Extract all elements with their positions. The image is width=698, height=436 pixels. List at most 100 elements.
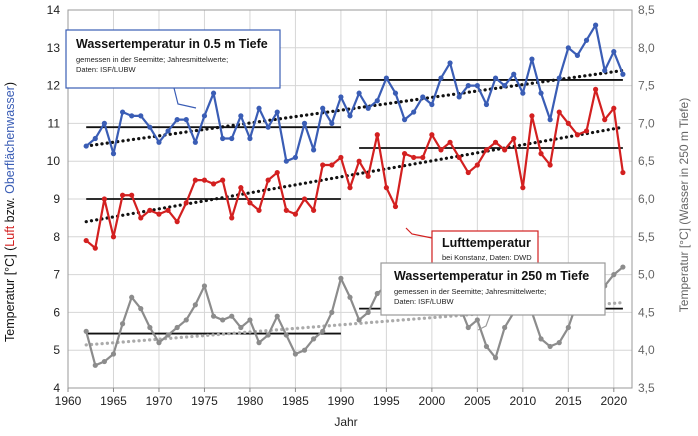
y-left-tick-label-8: 12	[47, 79, 61, 93]
deep-point-1965	[110, 351, 117, 357]
surface-point-2018	[593, 22, 599, 28]
air-point-1985	[292, 211, 299, 217]
air-point-2016	[574, 132, 581, 138]
y-right-tick-label-1: 4,0	[638, 343, 655, 357]
y-axis-left: 4 5 6 7 8 9 10 11 12 13 14	[47, 3, 61, 395]
air-point-1994	[374, 132, 380, 138]
y-right-tick-label-0: 3,5	[638, 381, 655, 395]
deep-point-2013	[547, 343, 553, 350]
deep-point-1982	[265, 332, 271, 338]
y-left-tick-label-9: 13	[47, 41, 61, 55]
deep-point-2014	[556, 340, 562, 346]
x-tick-label-2: 1970	[146, 394, 173, 408]
y-right-tick-label-9: 8,0	[638, 41, 655, 55]
deep-point-1969	[147, 324, 153, 331]
x-axis-label: Jahr	[334, 415, 357, 429]
air-point-1998	[411, 154, 417, 161]
air-series	[83, 86, 626, 251]
surface-point-2013	[547, 117, 553, 123]
deep-point-1974	[192, 302, 198, 308]
deep-point-1986	[301, 347, 308, 353]
surface-point-1995	[383, 75, 389, 81]
deep-point-2006	[483, 343, 490, 350]
air-point-1974	[192, 177, 198, 183]
air-point-1966	[119, 192, 126, 198]
x-tick-label-1: 1965	[100, 394, 127, 408]
air-point-2000	[429, 132, 435, 138]
surface-annotation-line-1: gemessen in der Seemitte; Jahresmittelwe…	[76, 55, 228, 64]
surface-annotation-leader	[173, 87, 197, 109]
deep-point-1973	[183, 317, 189, 323]
air-point-1982	[265, 177, 271, 183]
air-point-2001	[438, 147, 444, 153]
surface-point-1989	[329, 120, 335, 126]
air-point-2010	[520, 185, 526, 191]
y-left-tick-label-0: 4	[53, 381, 60, 395]
deep-point-2008	[502, 324, 508, 331]
air-line	[85, 88, 624, 250]
surface-point-1977	[220, 135, 226, 142]
deep-point-2015	[565, 324, 571, 331]
x-axis: 1960 1965 1970 1975 1980 1985 1990 1995 2000 2005…	[55, 388, 627, 408]
air-point-1997	[401, 151, 408, 157]
surface-point-1999	[420, 94, 426, 100]
y-left-tick-label-3: 7	[53, 268, 60, 282]
surface-point-1976	[210, 90, 217, 96]
deep-point-2005	[474, 317, 480, 323]
air-point-2008	[502, 147, 508, 153]
surface-point-1984	[283, 158, 289, 164]
air-point-1981	[256, 207, 262, 213]
deep-point-1967	[129, 294, 135, 300]
air-point-1969	[147, 207, 153, 213]
y-left-tick-label-5: 9	[53, 192, 60, 206]
y-right-tick-label-2: 4,5	[638, 305, 655, 319]
surface-point-2016	[574, 52, 581, 58]
deep-annotation-leader	[477, 314, 491, 331]
deep-point-1989	[329, 309, 335, 315]
surface-point-2007	[492, 75, 499, 81]
surface-point-1965	[110, 151, 117, 157]
y-left-tick-label-7: 11	[48, 116, 61, 130]
deep-point-1964	[101, 358, 107, 365]
air-point-1965	[110, 234, 117, 240]
surface-point-2019	[602, 67, 608, 74]
air-point-1976	[210, 181, 217, 187]
air-point-1964	[101, 196, 107, 202]
surface-point-1991	[347, 113, 353, 119]
air-point-1975	[201, 177, 208, 183]
y-right-tick-label-6: 6,5	[638, 154, 655, 168]
surface-point-2010	[520, 90, 526, 96]
air-point-2014	[556, 109, 562, 115]
y-left-tick-label-6: 10	[47, 154, 61, 168]
surface-point-1996	[392, 90, 399, 96]
y-left-tick-label-2: 6	[53, 305, 60, 319]
surface-point-1968	[138, 113, 144, 119]
air-point-2012	[538, 151, 544, 157]
x-tick-label-12: 2020	[600, 394, 627, 408]
y-left-tick-label-4: 8	[53, 230, 60, 244]
air-point-2006	[483, 147, 490, 153]
surface-point-1963	[92, 135, 98, 142]
x-tick-label-4: 1980	[237, 394, 264, 408]
surface-point-1962	[83, 143, 89, 149]
air-point-2005	[474, 162, 480, 168]
air-annotation-title: Lufttemperatur	[442, 236, 531, 250]
air-point-2015	[565, 120, 571, 126]
air-point-1968	[138, 215, 144, 221]
air-point-2003	[456, 154, 462, 161]
surface-point-1966	[119, 109, 126, 115]
surface-point-2003	[456, 94, 462, 100]
air-point-2013	[547, 162, 553, 168]
deep-annotation-title: Wassertemperatur in 250 m Tiefe	[394, 269, 589, 283]
air-annotation-line-1: bei Konstanz, Daten: DWD	[442, 253, 532, 262]
surface-point-1997	[401, 117, 408, 123]
deep-point-1976	[210, 313, 217, 319]
surface-point-2004	[465, 83, 471, 89]
deep-point-1988	[320, 328, 326, 334]
air-point-1986	[301, 196, 308, 202]
surface-point-2011	[529, 56, 535, 62]
deep-point-1970	[156, 340, 162, 346]
deep-point-1980	[247, 317, 253, 323]
